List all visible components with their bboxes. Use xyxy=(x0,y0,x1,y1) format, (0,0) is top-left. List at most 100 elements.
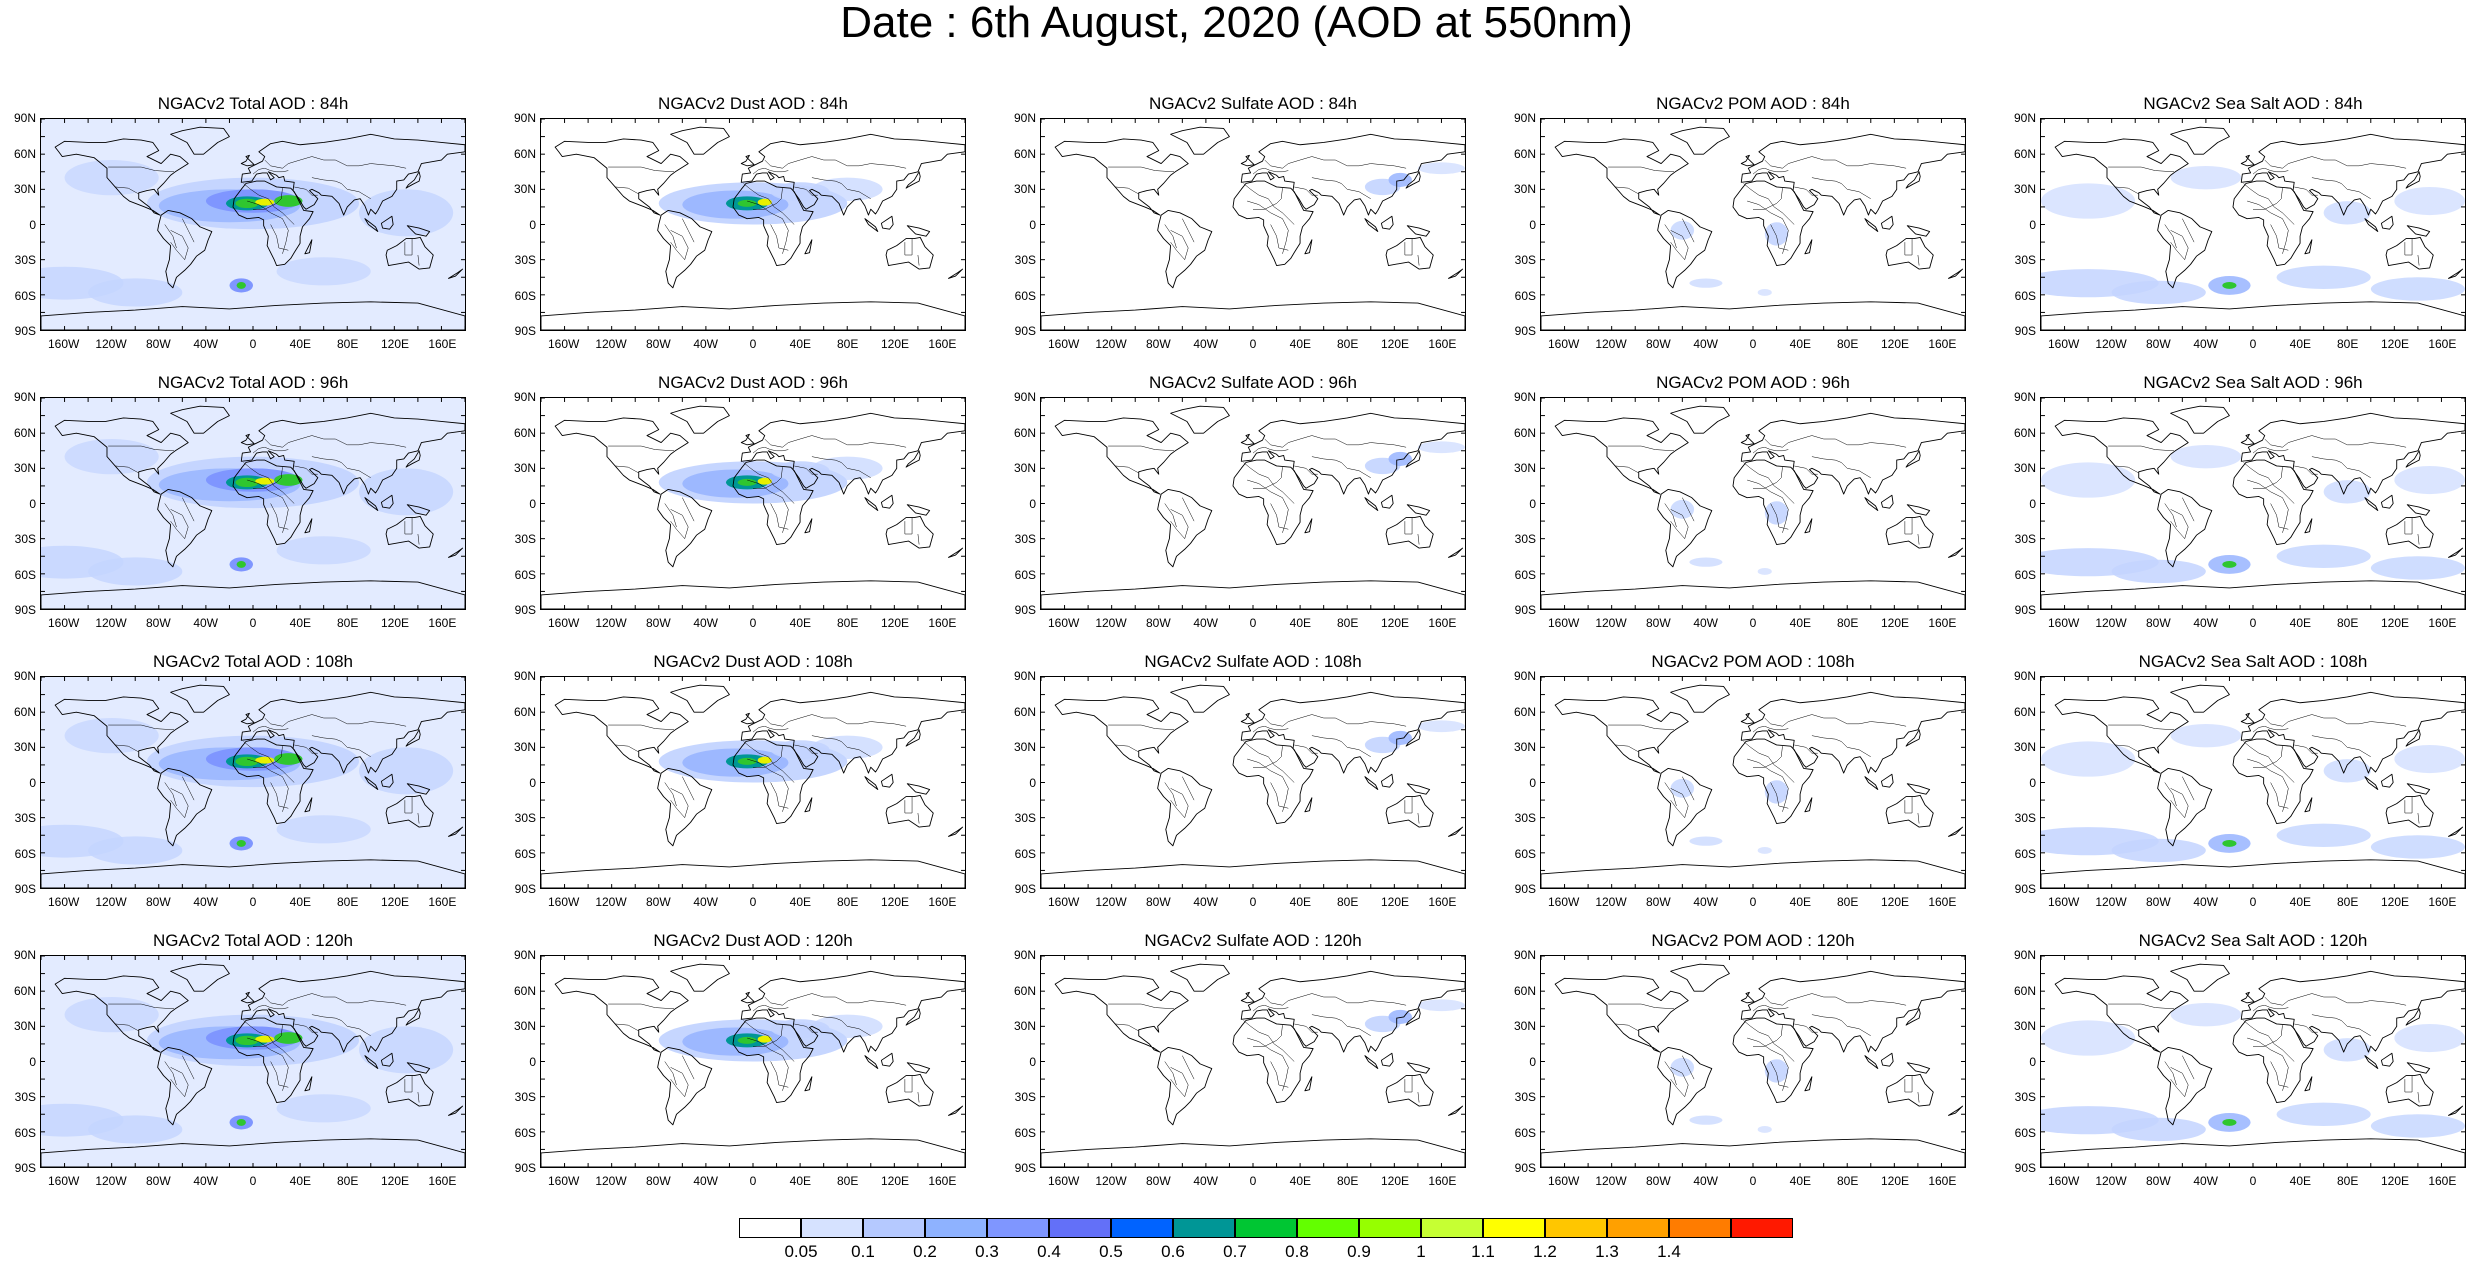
colorbar-swatch xyxy=(801,1218,863,1238)
country-border xyxy=(1608,724,1675,731)
coastline xyxy=(2170,963,2230,992)
lon-label: 40W xyxy=(1193,616,1218,630)
aod-plume xyxy=(64,718,159,754)
aod-plume xyxy=(1689,1115,1723,1125)
country-border xyxy=(1404,796,1413,814)
lat-label: 60N xyxy=(13,983,36,998)
aod-plume xyxy=(2170,444,2242,469)
country-border xyxy=(1764,714,1907,727)
coastline xyxy=(906,225,931,237)
lon-label: 40W xyxy=(1193,1174,1218,1188)
lat-label: 30S xyxy=(514,1090,536,1104)
coastline xyxy=(1364,497,1379,511)
coastline xyxy=(2157,767,2213,847)
lon-label: 160E xyxy=(928,1174,957,1188)
aod-plume xyxy=(2323,1038,2371,1062)
coastline xyxy=(1448,1105,1464,1116)
lat-label: 0 xyxy=(1529,1054,1536,1069)
aod-plume xyxy=(276,257,371,286)
map-panel-sulfate: NGACv2 Sulfate AOD : 108h 90N 60N 30N 0 30S 60… xyxy=(1000,652,1500,932)
aod-plume xyxy=(2394,744,2465,774)
lon-label: 160W xyxy=(1047,337,1080,351)
map-panel-seasalt: NGACv2 Sea Salt AOD : 120h 90N 60N 30N 0 30S 6… xyxy=(2000,931,2473,1211)
lat-label: 90S xyxy=(14,324,36,338)
aod-plume xyxy=(255,756,275,764)
aod-map-total xyxy=(41,956,465,1167)
aod-map-seasalt xyxy=(2041,119,2465,330)
country-border xyxy=(1764,993,1907,1006)
coastline xyxy=(1385,794,1434,828)
country-border xyxy=(904,1075,913,1093)
lat-label: 30S xyxy=(514,253,536,267)
coastline xyxy=(948,1105,964,1116)
coastline xyxy=(740,412,965,495)
lon-label: 80E xyxy=(2336,337,2359,351)
country-border xyxy=(1404,238,1413,256)
country-border xyxy=(1264,435,1407,448)
country-border xyxy=(904,238,913,256)
coastline xyxy=(1448,826,1464,837)
lat-label: 60S xyxy=(1514,1125,1536,1140)
country-border xyxy=(243,183,295,225)
map-panel-pom: NGACv2 POM AOD : 96h 90N 60N 30N 0 30S 60S 90S 1… xyxy=(1500,373,2000,653)
lon-label: 80E xyxy=(1336,1174,1359,1188)
coastline xyxy=(41,859,465,888)
lat-label: 30N xyxy=(1513,740,1536,754)
country-border xyxy=(2404,1075,2413,1093)
aod-plume xyxy=(255,198,275,206)
country-border xyxy=(1794,1023,1818,1033)
lat-label: 60N xyxy=(1513,425,1536,440)
lon-label: 0 xyxy=(249,895,257,909)
lat-label: 60N xyxy=(1513,704,1536,719)
lat-label: 30N xyxy=(513,1019,536,1033)
coastline xyxy=(554,696,689,774)
country-border xyxy=(1764,156,1907,169)
aod-plume xyxy=(235,198,259,209)
colorbar-swatch xyxy=(1483,1218,1545,1238)
country-border xyxy=(164,224,177,249)
country-border xyxy=(2294,1023,2318,1033)
lat-label: 90S xyxy=(14,882,36,896)
colorbar-label: 0.6 xyxy=(1161,1242,1185,1261)
lat-label: 60S xyxy=(514,846,536,861)
coastline xyxy=(304,797,313,813)
lat-label: 0 xyxy=(1529,496,1536,511)
lon-label: 120W xyxy=(1595,616,1627,630)
country-border xyxy=(1164,224,1177,249)
coastline xyxy=(2380,1052,2394,1067)
country-border xyxy=(1253,746,1283,768)
coastline xyxy=(1740,133,1965,216)
lon-label: 80W xyxy=(1145,337,1171,351)
map-frame xyxy=(2040,955,2466,1168)
country-border xyxy=(404,238,413,256)
country-border xyxy=(2253,188,2283,210)
aod-plume xyxy=(737,199,757,207)
lat-label: 90S xyxy=(14,603,36,617)
coastline xyxy=(1804,797,1813,813)
country-border xyxy=(253,188,283,210)
lon-label: 40E xyxy=(1789,1174,1811,1188)
coastline xyxy=(1304,1076,1313,1092)
lon-label: 80W xyxy=(645,337,671,351)
lat-label: 90S xyxy=(514,882,536,896)
map-panel-pom: NGACv2 POM AOD : 120h 90N 60N 30N 0 30S 60S 90S… xyxy=(1500,931,2000,1211)
country-border xyxy=(1247,479,1289,533)
country-border xyxy=(1243,741,1295,783)
lat-label: 0 xyxy=(1029,217,1036,232)
country-border xyxy=(2164,782,2177,807)
lon-label: 80W xyxy=(1645,616,1671,630)
lon-label: 120E xyxy=(2380,1174,2410,1188)
coastline xyxy=(906,504,931,516)
lon-label: 80E xyxy=(2336,1174,2359,1188)
lat-label: 30S xyxy=(1514,253,1536,267)
country-border xyxy=(743,462,795,504)
country-border xyxy=(1682,218,1695,243)
country-border xyxy=(264,714,407,727)
country-border xyxy=(670,788,689,819)
country-border xyxy=(252,167,289,175)
coastline xyxy=(2304,239,2313,255)
colorbar-swatch xyxy=(863,1218,925,1238)
country-border xyxy=(264,993,407,1006)
coastline xyxy=(2240,433,2255,446)
country-border xyxy=(764,993,907,1006)
